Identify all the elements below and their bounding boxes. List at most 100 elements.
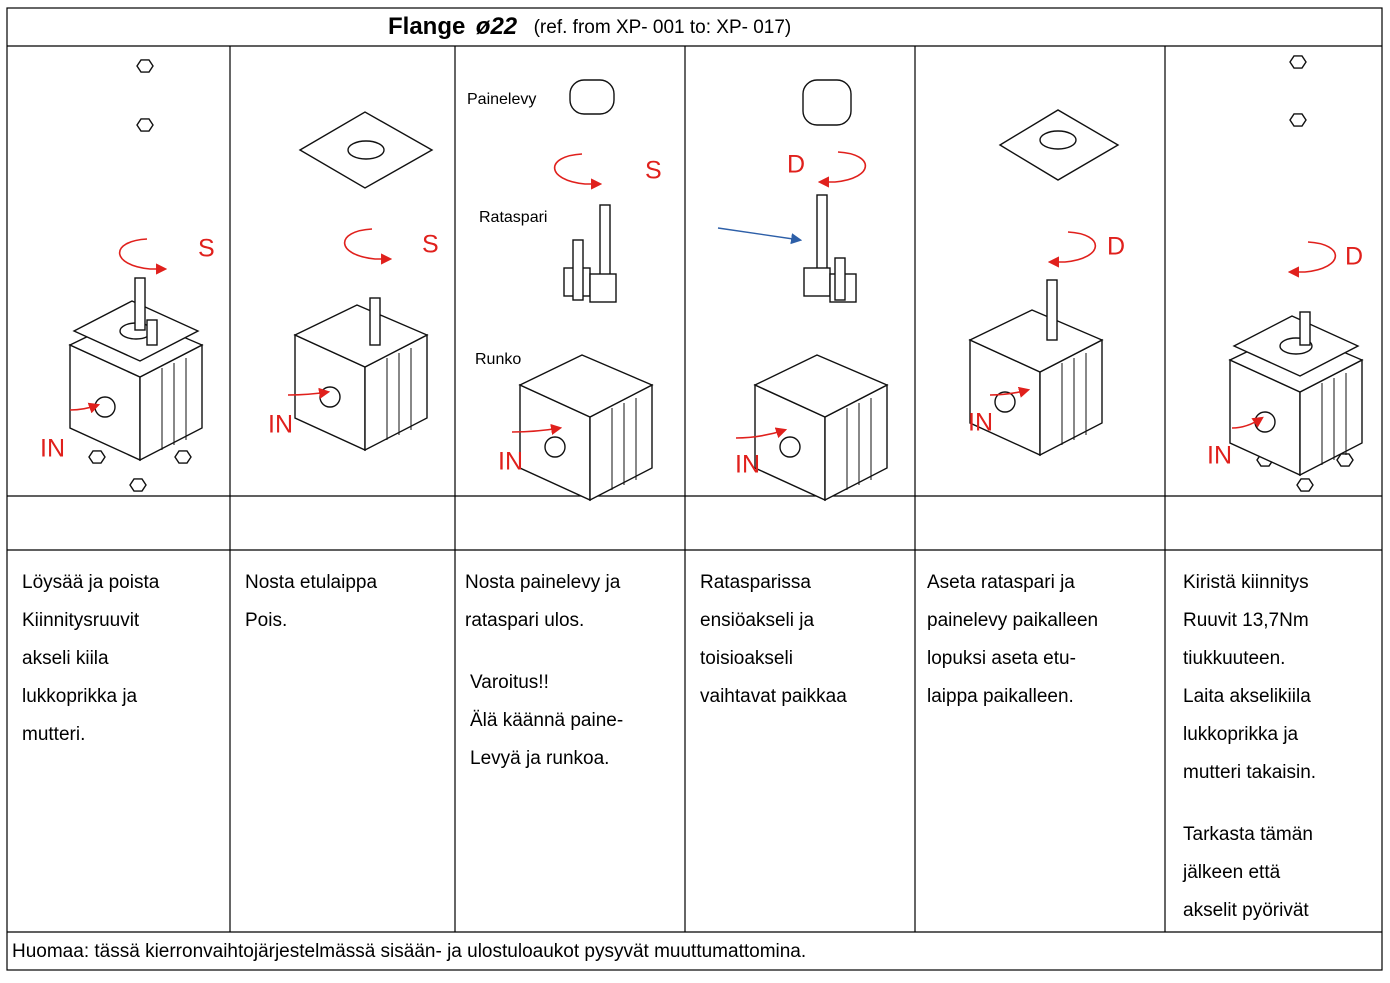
figure-label: IN xyxy=(1207,442,1232,470)
shaft xyxy=(834,257,846,301)
body-top xyxy=(293,304,429,368)
pump-body xyxy=(518,354,654,502)
step-text: lukkoprikka ja xyxy=(1183,724,1299,745)
step-text: Nosta etulaippa xyxy=(245,572,377,593)
shaft xyxy=(816,194,828,281)
step-text: toisioakseli xyxy=(700,648,793,669)
figure-label: IN xyxy=(735,451,760,479)
pump-body xyxy=(68,300,204,462)
pump-body xyxy=(753,354,889,502)
figure-label: IN xyxy=(268,411,293,439)
step-text: Kiristä kiinnitys xyxy=(1183,572,1309,593)
step-text: lopuksi aseta etu- xyxy=(927,648,1076,669)
figure-label: Painelevy xyxy=(467,91,536,108)
figure-label: D xyxy=(787,151,805,179)
flange-boss xyxy=(347,140,385,160)
step-text: Kiinnitysruuvit xyxy=(22,610,140,631)
flange-boss xyxy=(1039,130,1077,150)
rotation-arrow xyxy=(343,228,393,265)
inlet-arrow xyxy=(735,427,788,439)
gear xyxy=(589,273,617,303)
table-border xyxy=(6,7,1383,971)
pump-body xyxy=(293,304,429,452)
pressure-plate xyxy=(569,79,615,115)
inlet-arrow xyxy=(1231,416,1264,429)
inlet-port xyxy=(94,396,116,418)
inlet-port xyxy=(544,436,566,458)
step-text: lukkoprikka ja xyxy=(22,686,138,707)
figure-label: D xyxy=(1345,243,1363,271)
step-text: painelevy paikalleen xyxy=(927,610,1098,631)
step-text: Varoitus!! xyxy=(470,672,549,693)
inlet-arrow xyxy=(511,423,563,435)
footer-note: Huomaa: tässä kierronvaihtojärjestelmäss… xyxy=(12,941,806,962)
illustrations xyxy=(68,55,1364,502)
hex-nut xyxy=(1289,55,1307,69)
figure-label: S xyxy=(422,231,439,259)
hex-nut xyxy=(1289,113,1307,127)
step-text: jälkeen että xyxy=(1182,862,1281,883)
gear-pair xyxy=(803,267,857,303)
inlet-port xyxy=(1254,411,1276,433)
hex-nut xyxy=(88,450,106,464)
step-text: Ratasparissa xyxy=(700,572,811,593)
rotation-arrow xyxy=(1287,241,1337,278)
shaft xyxy=(599,204,611,281)
inlet-port xyxy=(319,386,341,408)
hex-nut xyxy=(129,478,147,492)
step-text: Pois. xyxy=(245,610,287,631)
step-text: akselit pyörivät xyxy=(1183,900,1309,921)
hex-nut xyxy=(1296,478,1314,492)
inlet-arrow xyxy=(989,386,1031,398)
shaft xyxy=(146,319,158,346)
pump-body xyxy=(1228,315,1364,477)
header-title: Flange xyxy=(388,13,465,40)
step-text: laippa paikalleen. xyxy=(927,686,1074,707)
figure-label: Runko xyxy=(475,351,521,368)
shaft xyxy=(1046,279,1058,341)
step-text: rataspari ulos. xyxy=(465,610,584,631)
inlet-port xyxy=(779,436,801,458)
step-text: Laita akselikiila xyxy=(1183,686,1311,707)
column-rules xyxy=(229,46,1166,932)
figure-label: Rataspari xyxy=(479,209,547,226)
step-text: mutteri takaisin. xyxy=(1183,762,1316,783)
step-text: Ruuvit 13,7Nm xyxy=(1183,610,1309,631)
header: Flange ø22 (ref. from XP- 001 to: XP- 01… xyxy=(388,13,791,40)
figure-label: IN xyxy=(40,435,65,463)
pressure-plate xyxy=(802,79,852,126)
body-top xyxy=(753,354,889,418)
shaft xyxy=(369,297,381,346)
gear xyxy=(803,267,831,297)
inlet-arrow xyxy=(287,387,331,399)
step-text: Älä käännä paine- xyxy=(470,710,623,731)
body-top xyxy=(968,309,1104,373)
rotation-arrow xyxy=(1047,231,1097,268)
step-text: ensiöakseli ja xyxy=(700,610,814,631)
rotation-arrow xyxy=(118,238,168,275)
inlet-arrow xyxy=(69,402,101,414)
hex-nut xyxy=(136,118,154,132)
step-text: tiukkuuteen. xyxy=(1183,648,1285,669)
figure-label: S xyxy=(645,157,662,185)
step-text: vaihtavat paikkaa xyxy=(700,686,847,707)
step-text: Aseta rataspari ja xyxy=(927,572,1075,593)
hex-nut xyxy=(1336,453,1354,467)
shaft xyxy=(1299,311,1311,346)
body-top xyxy=(518,354,654,418)
step-text: Tarkasta tämän xyxy=(1183,824,1313,845)
step-text: Löysää ja poista xyxy=(22,572,160,593)
shaft xyxy=(134,277,146,331)
figure-label: D xyxy=(1107,233,1125,261)
figure-label: IN xyxy=(968,409,993,437)
inlet-port xyxy=(994,391,1016,413)
rotation-arrow xyxy=(817,151,867,188)
header-diameter: ø22 xyxy=(476,13,518,40)
header-ref: (ref. from XP- 001 to: XP- 017) xyxy=(534,17,792,38)
hex-nut xyxy=(136,59,154,73)
shaft xyxy=(572,239,584,301)
step-text: Nosta painelevy ja xyxy=(465,572,621,593)
figure-label: S xyxy=(198,235,215,263)
